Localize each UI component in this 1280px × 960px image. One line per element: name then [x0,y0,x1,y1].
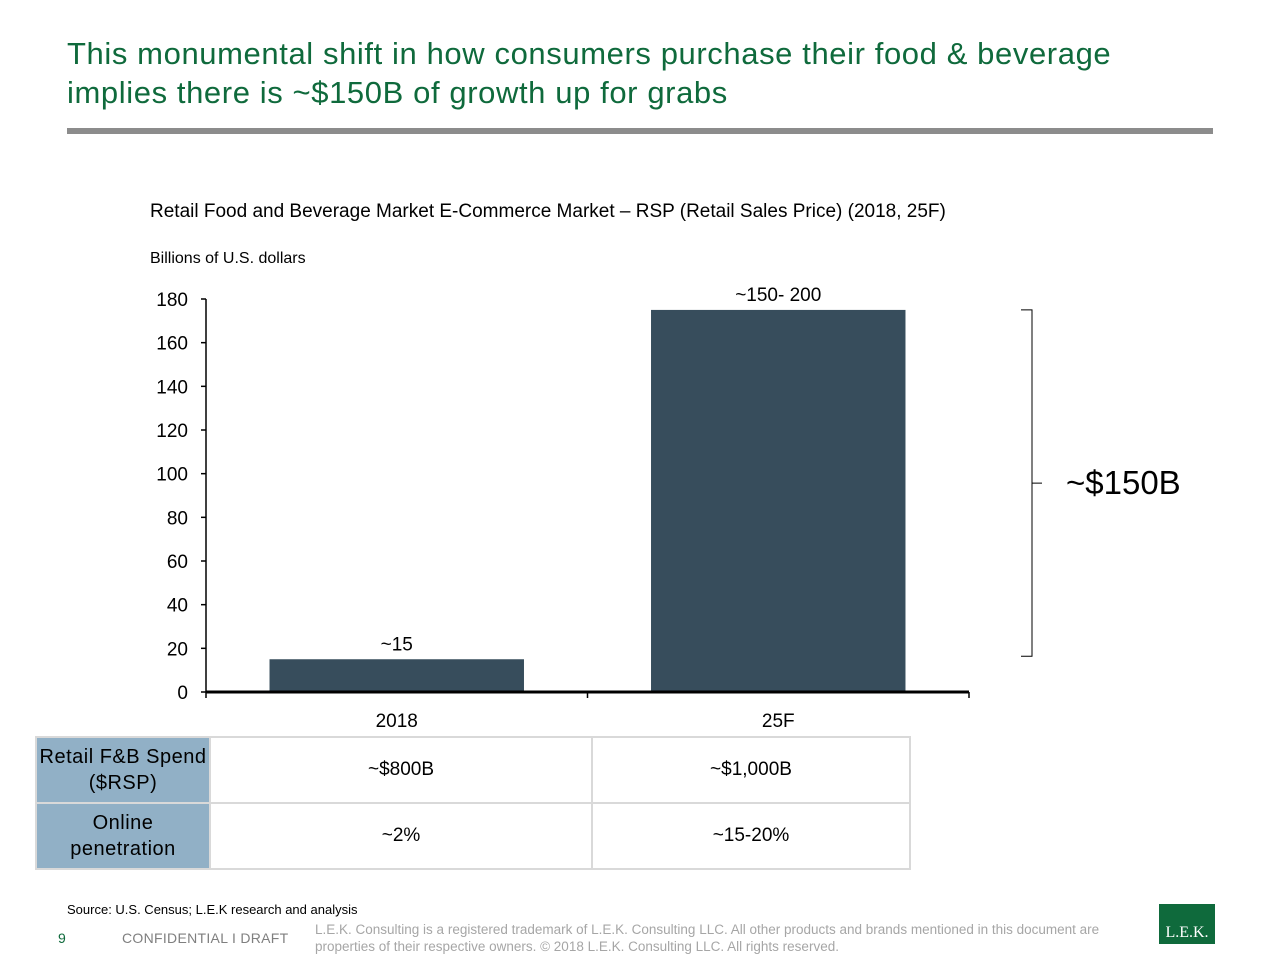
growth-label: ~$150B [1066,464,1181,501]
logo-text: L.E.K. [1165,924,1209,941]
chart-title: Retail Food and Beverage Market E-Commer… [150,201,946,222]
y-tick-label: 60 [167,552,188,573]
page-number: 9 [58,930,66,946]
data-label: ~150- 200 [735,285,821,306]
y-tick-label: 0 [177,683,188,704]
x-tick-label: 25F [762,711,795,732]
lek-logo: L.E.K. [1159,904,1215,944]
y-tick-label: 160 [156,334,188,355]
source-note: Source: U.S. Census; L.E.K research and … [67,902,358,917]
chart-unit-label: Billions of U.S. dollars [150,250,306,267]
slide-headline: This monumental shift in how consumers p… [67,36,1112,110]
row-header-retail-spend: Retail F&B Spend ($RSP) [35,736,211,804]
legal-disclaimer: L.E.K. Consulting is a registered tradem… [315,922,1100,954]
growth-bracket [1021,309,1042,657]
metrics-table: Retail F&B Spend ($RSP) ~$800B ~$1,000B … [35,736,911,870]
y-tick-label: 40 [167,596,188,617]
y-tick-label: 180 [156,290,188,311]
data-label: ~15 [381,634,413,655]
y-tick-label: 20 [167,639,188,660]
y-tick-label: 140 [156,377,188,398]
headline-divider [67,128,1213,134]
y-tick-label: 100 [156,465,188,486]
table-row: Online penetration ~2% ~15-20% [35,802,911,870]
x-tick-label: 2018 [376,711,418,732]
bar-2018 [269,659,524,692]
table-cell: ~2% [209,802,593,870]
table-cell: ~$1,000B [591,736,911,804]
confidential-label: CONFIDENTIAL I DRAFT [122,930,289,946]
bar-25F [651,309,906,692]
bar-chart: 0 20 40 60 80 100 120 140 160 180 ~15 2018 ~150- 200… [156,285,1181,732]
table-cell: ~15-20% [591,802,911,870]
table-row: Retail F&B Spend ($RSP) ~$800B ~$1,000B [35,736,911,804]
row-header-online-penetration: Online penetration [35,802,211,870]
y-tick-label: 120 [156,421,188,442]
y-tick-label: 80 [167,508,188,529]
table-cell: ~$800B [209,736,593,804]
